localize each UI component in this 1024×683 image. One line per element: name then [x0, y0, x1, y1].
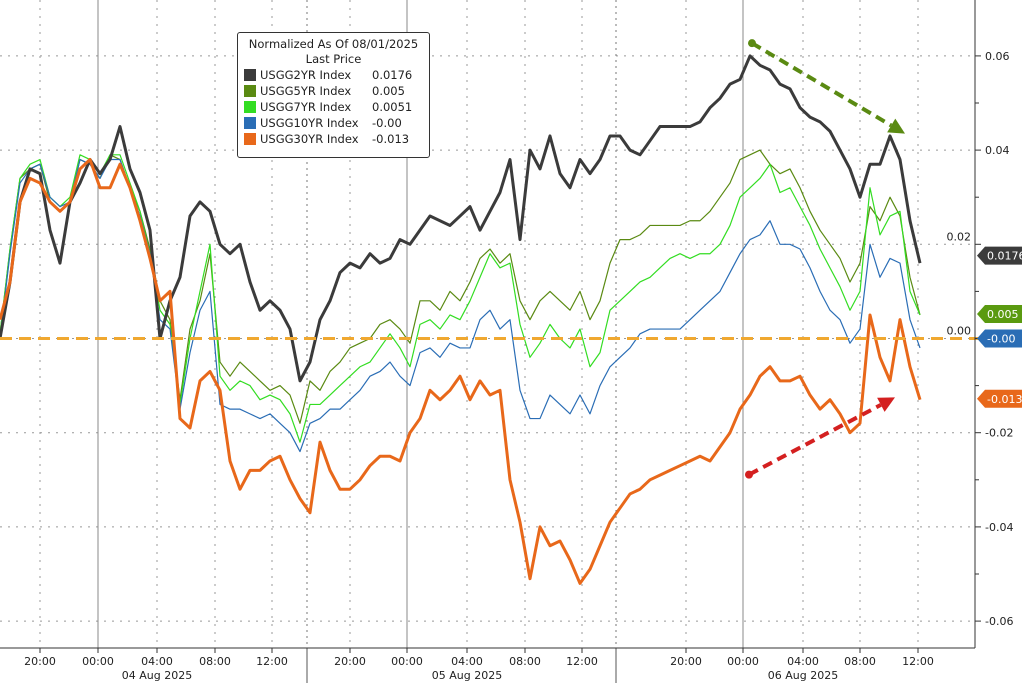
legend-swatch	[244, 101, 256, 113]
legend-series-name: USGG30YR Index	[260, 132, 359, 146]
trend-arrow-line	[748, 403, 882, 477]
series-lines	[0, 54, 1024, 585]
last-price-badge	[977, 329, 1022, 348]
grid	[0, 0, 975, 648]
y-tick-label: 0.04	[985, 144, 1010, 157]
series-line-usgg10yr	[0, 158, 921, 453]
legend-last-value: 0.005	[372, 84, 405, 98]
y-tick-label: 0.00	[947, 325, 972, 338]
series-line-usgg7yr	[0, 154, 921, 443]
last-price-badges: 0.0176 0.005 -0.00 -0.013	[977, 246, 1024, 408]
legend-item: USGG30YR Index -0.013	[244, 131, 423, 147]
y-tick-label: 0.02	[947, 230, 972, 243]
x-tick-label: 08:00	[844, 655, 876, 668]
x-tick-label: 20:00	[334, 655, 366, 668]
x-tick-label: 04:00	[451, 655, 483, 668]
trend-arrow-line	[750, 41, 893, 128]
legend-item: USGG2YR Index 0.0176	[244, 67, 423, 83]
legend-subtitle: Last Price	[305, 52, 362, 66]
legend-series-name: USGG7YR Index	[260, 100, 352, 114]
legend-item: USGG10YR Index -0.00	[244, 115, 423, 131]
date-label: 06 Aug 2025	[768, 669, 838, 682]
last-price-badge-label: -0.013	[987, 393, 1022, 406]
x-tick-label: 00:00	[82, 655, 114, 668]
legend-series-name: USGG2YR Index	[260, 68, 352, 82]
legend-series-name: USGG5YR Index	[260, 84, 352, 98]
legend-swatch	[244, 133, 256, 145]
x-tick-label: 08:00	[199, 655, 231, 668]
legend-item: USGG5YR Index 0.005	[244, 83, 423, 99]
x-tick-label: 20:00	[24, 655, 56, 668]
y-tick-label: 0.06	[985, 50, 1010, 63]
legend-last-value: 0.0176	[372, 68, 413, 82]
x-tick-label: 12:00	[902, 655, 934, 668]
y-tick-label: -0.02	[985, 427, 1013, 440]
date-label: 05 Aug 2025	[432, 669, 502, 682]
trend-arrow-head	[877, 397, 895, 412]
trend-arrow-head	[887, 118, 905, 134]
x-tick-label: 04:00	[141, 655, 173, 668]
last-price-badge-label: 0.005	[987, 308, 1019, 321]
legend-series-name: USGG10YR Index	[260, 116, 359, 130]
legend-title: Normalized As Of 08/01/2025	[248, 37, 419, 51]
y-tick-label: -0.04	[985, 521, 1013, 534]
x-tick-label: 08:00	[509, 655, 541, 668]
legend-last-value: -0.013	[372, 132, 410, 146]
series-line-usgg30yr	[0, 158, 922, 585]
x-tick-label: 00:00	[727, 655, 759, 668]
legend-last-value: -0.00	[372, 116, 402, 130]
legend-item: USGG7YR Index 0.0051	[244, 99, 423, 115]
last-price-badge	[977, 305, 1022, 324]
x-tick-label: 00:00	[391, 655, 423, 668]
last-price-badge-label: 0.0176	[987, 250, 1024, 263]
legend-swatch	[244, 117, 256, 129]
last-price-badge	[977, 389, 1022, 408]
last-price-badge-label: -0.00	[987, 333, 1015, 346]
x-tick-label: 20:00	[670, 655, 702, 668]
x-tick-label: 12:00	[256, 655, 288, 668]
annotations	[745, 39, 905, 479]
x-tick-label: 04:00	[787, 655, 819, 668]
y-tick-label: -0.06	[985, 615, 1013, 628]
legend-last-value: 0.0051	[372, 100, 413, 114]
legend: Normalized As Of 08/01/2025 Last Price U…	[237, 32, 430, 158]
x-tick-label: 12:00	[566, 655, 598, 668]
last-price-badge	[977, 246, 1022, 265]
legend-swatch	[244, 69, 256, 81]
legend-swatch	[244, 85, 256, 97]
date-label: 04 Aug 2025	[122, 669, 192, 682]
